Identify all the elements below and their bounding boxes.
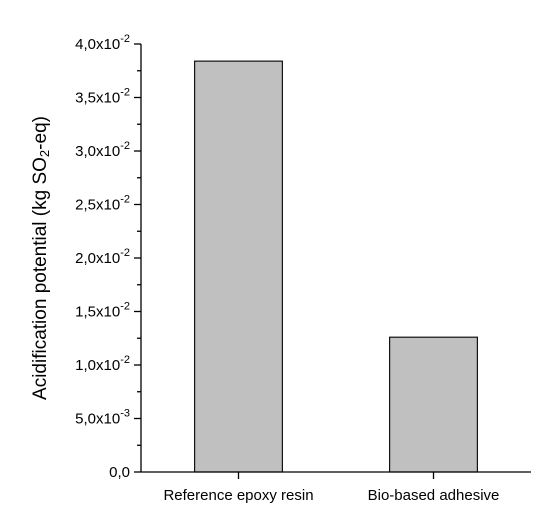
y-axis-title-subscript: 2 [37, 150, 52, 157]
y-tick-label: 1,5x10-2 [75, 301, 130, 321]
x-axis-tick-labels: Reference epoxy resin Bio-based adhesive [163, 472, 499, 504]
y-axis-ticks: 0,0 5,0x10-3 1,0x10-2 1,5x10-2 2,0x10-2 2,5x1… [75, 33, 141, 481]
axes [140, 44, 531, 473]
y-tick-label: 0,0 [109, 464, 130, 481]
x-tick-label: Reference epoxy resin [163, 487, 313, 504]
bars [194, 60, 478, 473]
y-tick-label: 2,0x10-2 [75, 247, 130, 267]
y-tick-label: 5,0x10-3 [75, 408, 130, 428]
y-axis-title-group: Acidification potential (kg SO2-eq) [30, 116, 52, 400]
y-tick-label: 1,0x10-2 [75, 354, 130, 374]
y-axis-title-prefix: Acidification potential (kg SO [30, 157, 51, 400]
y-axis-title: Acidification potential (kg SO2-eq) [30, 116, 52, 400]
y-tick-label: 3,5x10-2 [75, 87, 130, 107]
bar [194, 60, 283, 473]
y-tick-label: 2,5x10-2 [75, 194, 130, 214]
y-tick-label: 4,0x10-2 [75, 33, 130, 53]
x-tick-label: Bio-based adhesive [368, 487, 500, 504]
bar [389, 336, 478, 473]
y-axis-title-suffix: -eq) [30, 116, 51, 150]
y-tick-label: 3,0x10-2 [75, 140, 130, 160]
